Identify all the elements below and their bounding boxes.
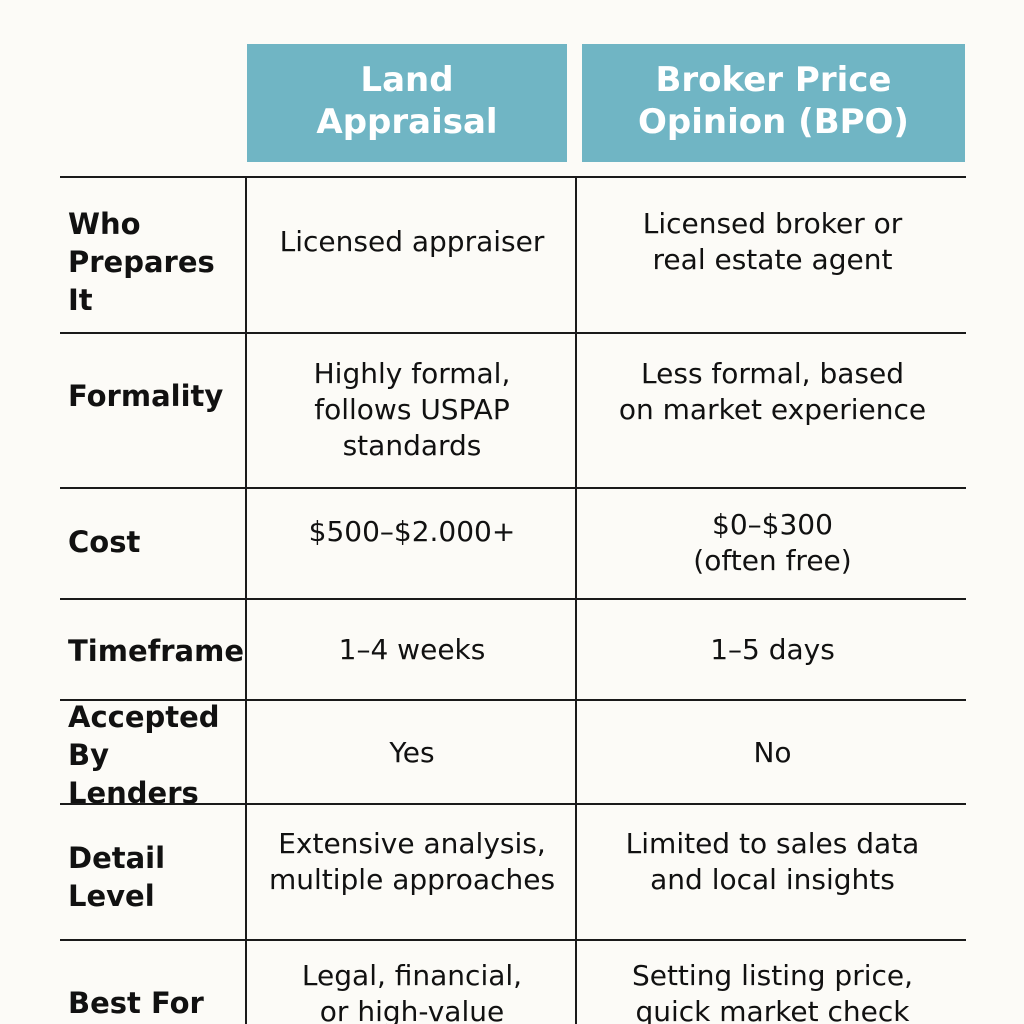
table-rule <box>60 176 966 178</box>
cell-land-timeframe: 1–4 weeks <box>338 633 486 666</box>
cell-land-cost: $500–$2.000+ <box>308 515 516 548</box>
cell-bpo-accepted-by-lenders: No <box>753 736 792 769</box>
cell-bpo-cost: $0–$300 (often free) <box>693 508 852 577</box>
row-label-accepted-by-lenders: Accepted By Lenders <box>68 700 220 810</box>
column-divider <box>575 177 577 1024</box>
cell-bpo-formality: Less formal, based on market experience <box>618 357 927 426</box>
cell-land-best-for: Legal, financial, or high-value <box>301 959 523 1024</box>
row-label-detail-level: Detail Level <box>68 841 166 913</box>
cell-bpo-best-for: Setting listing price, quick market chec… <box>631 959 914 1024</box>
column-header-land-appraisal: Land Appraisal <box>247 44 567 162</box>
row-label-who-prepares: Who Prepares It <box>68 207 215 317</box>
column-header-bpo: Broker Price Opinion (BPO) <box>582 44 965 162</box>
table-rule <box>60 699 966 701</box>
table-rule <box>60 332 966 334</box>
cell-land-formality: Highly formal, follows USPAP standards <box>313 357 511 462</box>
cell-bpo-who-prepares: Licensed broker or real estate agent <box>642 207 903 276</box>
table-rule <box>60 487 966 489</box>
cell-bpo-timeframe: 1–5 days <box>710 633 835 666</box>
row-label-timeframe: Timeframe <box>68 634 244 668</box>
row-label-best-for: Best For <box>68 986 204 1020</box>
row-label-formality: Formality <box>68 379 224 413</box>
table-rule <box>60 598 966 600</box>
column-divider <box>245 177 247 1024</box>
cell-land-accepted-by-lenders: Yes <box>389 736 435 769</box>
cell-land-who-prepares: Licensed appraiser <box>279 225 545 258</box>
row-label-cost: Cost <box>68 525 141 559</box>
table-rule <box>60 803 966 805</box>
table-rule <box>60 939 966 941</box>
cell-land-detail-level: Extensive analysis, multiple approaches <box>268 827 556 896</box>
cell-bpo-detail-level: Limited to sales data and local insights <box>625 827 920 896</box>
